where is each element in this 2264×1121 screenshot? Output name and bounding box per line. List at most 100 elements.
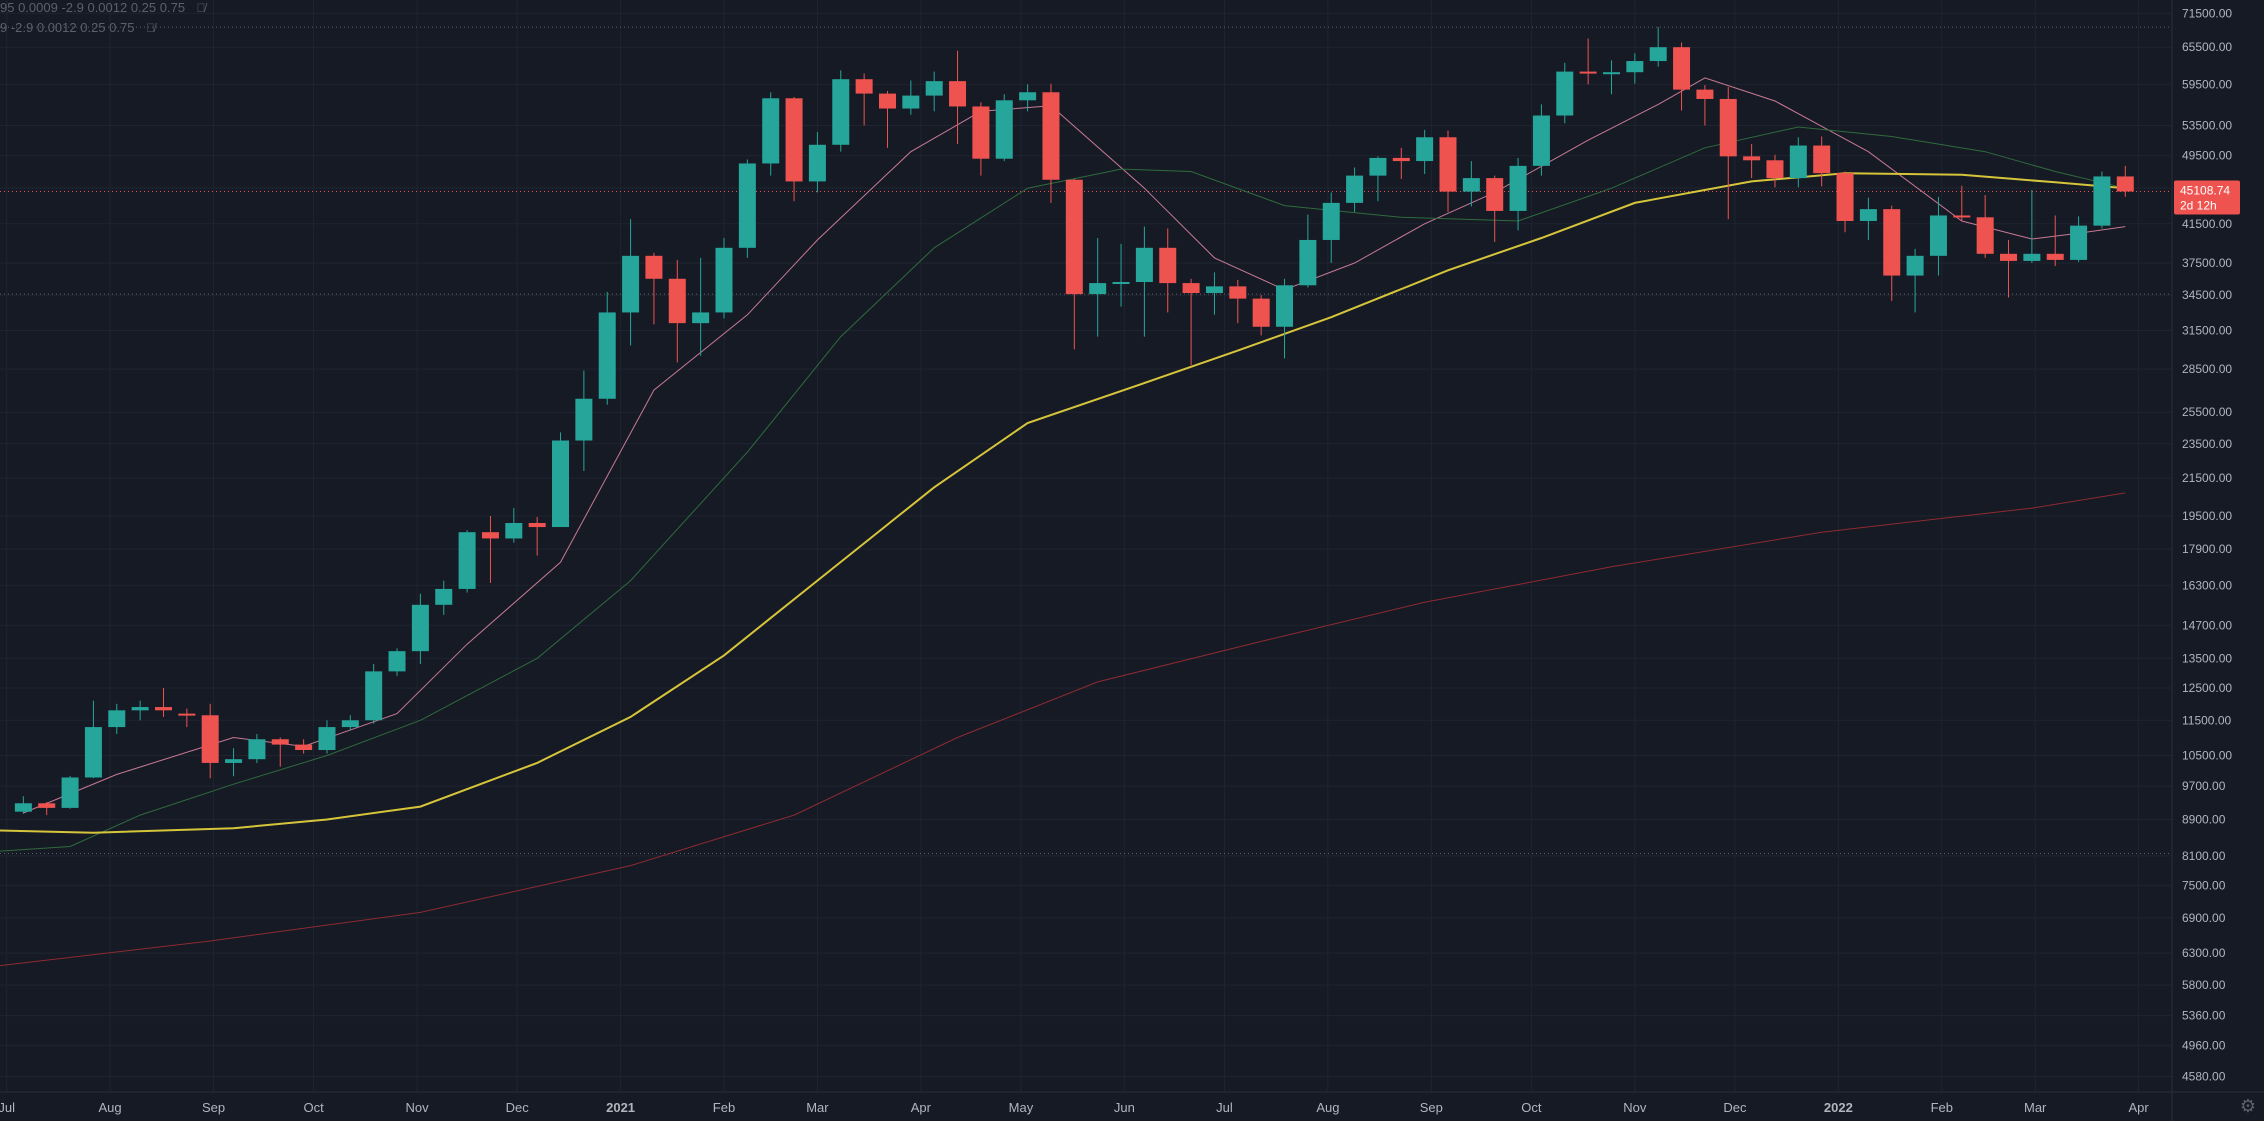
eye-crossed-icon[interactable]: 👁̸	[146, 21, 156, 35]
x-tick-label: Dec	[1723, 1100, 1747, 1115]
candle-body	[295, 744, 313, 751]
candle-body	[692, 312, 710, 324]
x-tick-label: Nov	[1623, 1100, 1647, 1115]
candle-body	[1392, 157, 1410, 162]
x-tick-label: Dec	[506, 1100, 530, 1115]
candle-body	[598, 312, 616, 399]
y-tick-label: 16300.00	[2182, 578, 2232, 592]
y-tick-label: 23500.00	[2182, 437, 2232, 451]
candle-body	[1439, 137, 1457, 192]
candle-body	[271, 739, 289, 745]
candle-body	[622, 255, 640, 313]
candle-body	[738, 163, 756, 248]
x-tick-label: Aug	[99, 1100, 122, 1115]
candle-body	[1696, 89, 1714, 99]
candle-body	[1369, 157, 1387, 176]
candle-body	[832, 79, 850, 145]
x-tick-label: Jul	[1216, 1100, 1233, 1115]
y-tick-label: 13500.00	[2182, 651, 2232, 665]
y-tick-label: 6300.00	[2182, 946, 2226, 960]
y-tick-label: 4580.00	[2182, 1069, 2226, 1083]
moving-average-line	[0, 492, 2126, 967]
indicator-legend-1[interactable]: 95 0.0009 -2.9 0.0012 0.25 0.75 👁̸	[0, 0, 206, 15]
x-tick-label: Apr	[911, 1100, 932, 1115]
candle-body	[481, 532, 499, 539]
candle-body	[435, 588, 453, 605]
y-tick-label: 17900.00	[2182, 542, 2232, 556]
candle-body	[1509, 165, 1527, 211]
eye-crossed-icon[interactable]: 👁̸	[196, 1, 206, 15]
candle-body	[1112, 282, 1130, 285]
x-tick-label: Feb	[1931, 1100, 1953, 1115]
y-tick-label: 11500.00	[2182, 713, 2231, 727]
y-tick-label: 12500.00	[2182, 681, 2232, 695]
last-price-badge	[2174, 180, 2240, 215]
candle-body	[1789, 145, 1807, 179]
candle-body	[38, 803, 56, 808]
y-tick-label: 71500.00	[2182, 6, 2232, 20]
candle-body	[902, 95, 920, 109]
candle-body	[1602, 72, 1620, 75]
candle-body	[1953, 215, 1971, 218]
candle-body	[855, 79, 873, 94]
x-tick-label: May	[1009, 1100, 1034, 1115]
candle-body	[1065, 179, 1083, 295]
y-tick-label: 25500.00	[2182, 405, 2232, 419]
candle-body	[1322, 202, 1340, 240]
x-tick-label: Nov	[405, 1100, 429, 1115]
candle-body	[225, 759, 243, 763]
candle-body	[1929, 215, 1947, 256]
moving-average-line	[23, 77, 2126, 814]
candle-body	[1976, 217, 1994, 254]
x-tick-label: Jul	[0, 1100, 15, 1115]
candle-body	[2023, 253, 2041, 261]
candle-body	[1462, 178, 1480, 192]
x-tick-label: Jun	[1114, 1100, 1135, 1115]
candle-body	[2093, 176, 2111, 226]
candle-body	[14, 803, 32, 812]
y-tick-label: 41500.00	[2182, 217, 2232, 231]
bar-countdown-label: 2d 12h	[2180, 199, 2217, 213]
candle-body	[2116, 176, 2134, 192]
candle-body	[2070, 225, 2088, 260]
candle-body	[1532, 115, 1550, 166]
candle-body	[318, 727, 336, 751]
x-tick-label: Apr	[2129, 1100, 2150, 1115]
indicator-legend-2[interactable]: 9 -2.9 0.0012 0.25 0.75 👁̸	[0, 20, 155, 35]
y-tick-label: 31500.00	[2182, 323, 2232, 337]
candle-body	[808, 144, 826, 182]
gear-icon[interactable]: ⚙	[2239, 1096, 2256, 1116]
y-tick-label: 10500.00	[2182, 748, 2232, 762]
candle-body	[1486, 178, 1504, 211]
y-tick-label: 65500.00	[2182, 40, 2232, 54]
y-tick-label: 9700.00	[2182, 779, 2226, 793]
x-tick-label: Aug	[1316, 1100, 1339, 1115]
y-tick-label: 19500.00	[2182, 509, 2232, 523]
candle-body	[411, 604, 429, 652]
candle-body	[1159, 247, 1177, 284]
y-tick-label: 14700.00	[2182, 618, 2232, 632]
candle-body	[1205, 286, 1223, 294]
candle-body	[878, 93, 896, 109]
candle-body	[458, 532, 476, 589]
candle-body	[1859, 209, 1877, 221]
candle-body	[2000, 253, 2018, 261]
candle-body	[785, 98, 803, 182]
candle-body	[248, 739, 266, 760]
x-tick-label: Mar	[2024, 1100, 2047, 1115]
x-tick-label: Sep	[202, 1100, 225, 1115]
x-tick-label: 2021	[606, 1100, 635, 1115]
indicator-legend-1-text: 95 0.0009 -2.9 0.0012 0.25 0.75	[0, 0, 186, 15]
candle-body	[1556, 71, 1574, 116]
candle-body	[552, 440, 570, 528]
x-tick-label: Feb	[713, 1100, 735, 1115]
candle-body	[575, 398, 593, 441]
candle-body	[1229, 286, 1247, 299]
candle-body	[925, 81, 943, 96]
candle-body	[61, 777, 79, 808]
y-tick-label: 6900.00	[2182, 911, 2226, 925]
candle-body	[178, 713, 196, 716]
candle-body	[1089, 283, 1107, 295]
candle-body	[1743, 156, 1761, 161]
